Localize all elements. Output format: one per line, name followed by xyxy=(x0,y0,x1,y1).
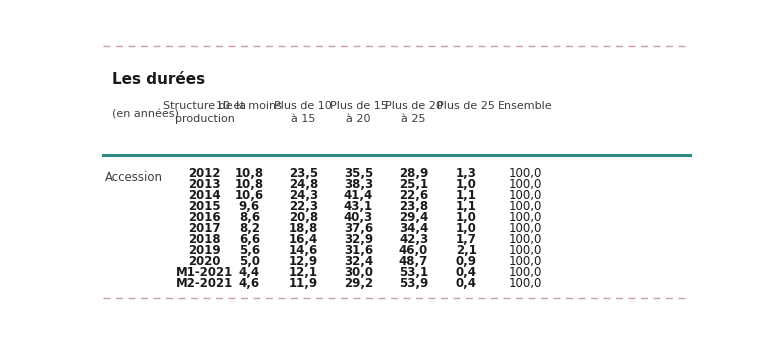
Text: 23,8: 23,8 xyxy=(399,200,428,213)
Text: 23,5: 23,5 xyxy=(289,167,318,180)
Text: 12,9: 12,9 xyxy=(289,255,318,268)
Text: M2-2021: M2-2021 xyxy=(175,277,233,290)
Text: 2,1: 2,1 xyxy=(456,244,477,257)
Text: 35,5: 35,5 xyxy=(344,167,373,180)
Text: 41,4: 41,4 xyxy=(344,189,373,202)
Text: 40,3: 40,3 xyxy=(344,211,373,224)
Text: Plus de 25: Plus de 25 xyxy=(438,101,495,111)
Text: 0,9: 0,9 xyxy=(456,255,477,268)
Text: 22,3: 22,3 xyxy=(289,200,318,213)
Text: 2014: 2014 xyxy=(188,189,221,202)
Text: 1,1: 1,1 xyxy=(456,189,477,202)
Text: Les durées: Les durées xyxy=(111,72,205,87)
Text: 5,6: 5,6 xyxy=(239,244,260,257)
Text: 100,0: 100,0 xyxy=(509,167,542,180)
Text: 10 et moins: 10 et moins xyxy=(216,101,282,111)
Text: 42,3: 42,3 xyxy=(399,233,428,246)
Text: 43,1: 43,1 xyxy=(344,200,373,213)
Text: 24,3: 24,3 xyxy=(289,189,318,202)
Text: 1,0: 1,0 xyxy=(456,222,477,235)
Text: 2015: 2015 xyxy=(188,200,221,213)
Text: (en années): (en années) xyxy=(111,109,179,119)
Text: 2019: 2019 xyxy=(188,244,221,257)
Text: 34,4: 34,4 xyxy=(399,222,428,235)
Text: 100,0: 100,0 xyxy=(509,255,542,268)
Text: 28,9: 28,9 xyxy=(399,167,428,180)
Text: 9,6: 9,6 xyxy=(239,200,260,213)
Text: 100,0: 100,0 xyxy=(509,233,542,246)
Text: 37,6: 37,6 xyxy=(344,222,373,235)
Text: Plus de 20
à 25: Plus de 20 à 25 xyxy=(385,101,442,124)
Text: Ensemble: Ensemble xyxy=(498,101,552,111)
Text: 2020: 2020 xyxy=(188,255,221,268)
Text: Structure de la
production: Structure de la production xyxy=(163,101,246,124)
Text: 2012: 2012 xyxy=(188,167,221,180)
Text: 100,0: 100,0 xyxy=(509,277,542,290)
Text: Plus de 10
à 15: Plus de 10 à 15 xyxy=(274,101,332,124)
Text: 1,0: 1,0 xyxy=(456,211,477,224)
Text: 22,6: 22,6 xyxy=(399,189,428,202)
Text: 100,0: 100,0 xyxy=(509,266,542,279)
Text: 16,4: 16,4 xyxy=(288,233,318,246)
Text: 2013: 2013 xyxy=(188,178,221,191)
Text: 2016: 2016 xyxy=(188,211,221,224)
Text: 0,4: 0,4 xyxy=(456,266,477,279)
Text: 32,9: 32,9 xyxy=(344,233,373,246)
Text: 1,0: 1,0 xyxy=(456,178,477,191)
Text: 5,0: 5,0 xyxy=(239,255,260,268)
Text: 10,8: 10,8 xyxy=(235,178,264,191)
Text: 100,0: 100,0 xyxy=(509,244,542,257)
Text: 14,6: 14,6 xyxy=(288,244,318,257)
Text: 1,1: 1,1 xyxy=(456,200,477,213)
Text: 2017: 2017 xyxy=(188,222,221,235)
Text: 29,4: 29,4 xyxy=(399,211,428,224)
Text: Plus de 15
à 20: Plus de 15 à 20 xyxy=(329,101,387,124)
Text: 4,6: 4,6 xyxy=(239,277,260,290)
Text: 8,6: 8,6 xyxy=(239,211,260,224)
Text: 4,4: 4,4 xyxy=(239,266,260,279)
Text: 53,1: 53,1 xyxy=(399,266,428,279)
Text: 100,0: 100,0 xyxy=(509,200,542,213)
Text: 31,6: 31,6 xyxy=(344,244,373,257)
Text: 32,4: 32,4 xyxy=(344,255,373,268)
Text: 11,9: 11,9 xyxy=(289,277,318,290)
Text: 24,8: 24,8 xyxy=(288,178,318,191)
Text: 0,4: 0,4 xyxy=(456,277,477,290)
Text: 10,8: 10,8 xyxy=(235,167,264,180)
Text: 48,7: 48,7 xyxy=(399,255,428,268)
Text: M1-2021: M1-2021 xyxy=(175,266,233,279)
Text: 29,2: 29,2 xyxy=(344,277,373,290)
Text: 1,3: 1,3 xyxy=(456,167,477,180)
Text: 1,7: 1,7 xyxy=(456,233,477,246)
Text: 53,9: 53,9 xyxy=(399,277,428,290)
Text: 30,0: 30,0 xyxy=(344,266,373,279)
Text: 20,8: 20,8 xyxy=(289,211,318,224)
Text: 25,1: 25,1 xyxy=(399,178,428,191)
Text: 2018: 2018 xyxy=(188,233,221,246)
Text: 6,6: 6,6 xyxy=(239,233,260,246)
Text: 18,8: 18,8 xyxy=(288,222,318,235)
Text: 100,0: 100,0 xyxy=(509,178,542,191)
Text: 100,0: 100,0 xyxy=(509,211,542,224)
Text: 100,0: 100,0 xyxy=(509,189,542,202)
Text: Accession: Accession xyxy=(105,171,163,184)
Text: 46,0: 46,0 xyxy=(399,244,428,257)
Text: 12,1: 12,1 xyxy=(289,266,318,279)
Text: 8,2: 8,2 xyxy=(239,222,260,235)
Text: 10,6: 10,6 xyxy=(235,189,264,202)
Text: 100,0: 100,0 xyxy=(509,222,542,235)
Text: 38,3: 38,3 xyxy=(344,178,373,191)
